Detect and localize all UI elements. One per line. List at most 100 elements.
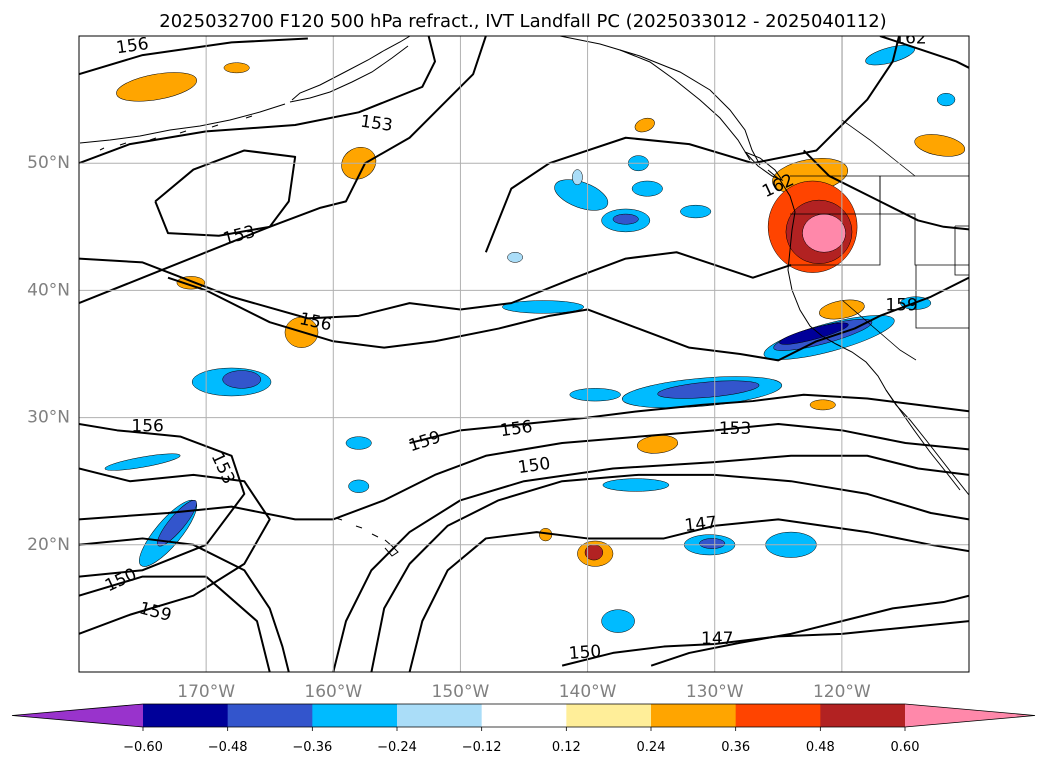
y-tick-label: 30°N — [27, 408, 70, 428]
contour-line-159 — [79, 467, 271, 635]
coastline-hawaii — [335, 517, 399, 557]
x-tick-label: 130°W — [686, 682, 744, 702]
contour-layer — [79, 36, 969, 672]
coastline-north-america — [767, 169, 969, 496]
contour-label: 162 — [894, 29, 926, 49]
chart-title: 2025032700 F120 500 hPa refract., IVT La… — [159, 11, 886, 32]
x-tick-label: 150°W — [432, 682, 490, 702]
shaded-region — [657, 380, 760, 399]
x-tick-label: 160°W — [304, 682, 362, 702]
coastline-southeast-alaska — [559, 36, 761, 166]
coastline-alaska-south — [289, 45, 409, 103]
coastline-aleutians — [79, 103, 286, 144]
shaded-region — [914, 134, 966, 157]
colorbar-tick-label: 0.48 — [806, 740, 835, 755]
colorbar-tick-label: −0.36 — [292, 740, 332, 755]
shaded-region — [104, 453, 181, 471]
coastline-baja — [885, 389, 961, 491]
contour-line-150 — [370, 473, 969, 672]
x-tick-label: 170°W — [177, 682, 235, 702]
shaded-region — [176, 276, 206, 290]
shaded-region — [502, 300, 585, 314]
colorbar-segment — [651, 704, 737, 727]
contour-line-150 — [561, 620, 969, 667]
contour-label: 150 — [568, 642, 602, 664]
shaded-region — [348, 479, 370, 493]
x-tick-label: 140°W — [559, 682, 617, 702]
colorbar-tick-label: −0.12 — [462, 740, 502, 755]
bc-alberta-border — [841, 119, 916, 177]
colorbar-tick-label: −0.24 — [377, 740, 417, 755]
shaded-region — [634, 117, 655, 133]
shaded-region — [345, 436, 372, 450]
contour-label: 150 — [517, 454, 552, 478]
colorbar-segment — [566, 704, 652, 727]
shaded-region — [572, 169, 583, 186]
contour-label: 159 — [885, 296, 917, 316]
shaded-region — [223, 62, 250, 74]
colorbar-extend-max — [905, 704, 1035, 727]
colorbar-segment — [735, 704, 821, 727]
coastline-vancouver-island — [744, 151, 784, 182]
shaded-region — [569, 388, 621, 402]
contour-label: 147 — [684, 513, 718, 536]
x-axis-ticks: 170°W 160°W 150°W 140°W 130°W 120°W — [177, 682, 871, 702]
contour-label: 147 — [701, 629, 733, 649]
contour-line-153 — [79, 537, 290, 672]
shaded-region — [680, 204, 712, 219]
colorbar-tick-label: 0.36 — [721, 740, 750, 755]
contour-line-153 — [332, 454, 969, 672]
coastline-southeast-alaska-inner — [619, 49, 751, 161]
colorbar-tick-label: −0.48 — [208, 740, 248, 755]
utah-border — [915, 265, 969, 329]
y-tick-label: 50°N — [27, 153, 70, 173]
coastline-aleutians-islands — [99, 115, 253, 151]
coastline-alaska — [291, 36, 411, 101]
colorbar-segment — [481, 704, 567, 727]
shaded-region — [802, 213, 846, 253]
contour-line-153 — [79, 36, 436, 165]
contour-label: 153 — [719, 419, 751, 439]
contour-line-159 — [167, 276, 969, 362]
contour-line-153 — [484, 36, 901, 253]
colorbar-segment — [312, 704, 398, 727]
shaded-region — [222, 370, 262, 389]
contour-line-153 — [79, 36, 487, 305]
shaded-region — [936, 92, 956, 107]
y-tick-label: 20°N — [27, 535, 70, 555]
coastline-layer — [79, 36, 969, 557]
contour-line-162 — [803, 149, 969, 231]
shaded-region — [601, 609, 635, 633]
shaded-region — [631, 180, 663, 197]
colorbar-tick-label: 0.12 — [552, 740, 581, 755]
gridlines — [79, 36, 969, 672]
shaded-region — [699, 538, 726, 549]
map-frame — [78, 35, 970, 673]
contour-line-156 — [79, 37, 308, 76]
shaded-region — [602, 478, 670, 492]
contour-line-147 — [650, 594, 969, 667]
contour-line-156 — [79, 422, 246, 578]
contour-line-156 — [79, 422, 969, 521]
contour-label: 153 — [359, 112, 394, 136]
shaded-region — [809, 399, 836, 411]
colorbar-segment — [143, 704, 229, 727]
shaded-region — [612, 213, 639, 225]
contour-label: 156 — [499, 417, 534, 441]
contour-label: 156 — [131, 417, 163, 437]
x-tick-label: 120°W — [813, 682, 871, 702]
colorbar-tick-label: −0.60 — [123, 740, 163, 755]
shaded-region — [116, 72, 197, 102]
colorbar: −0.60 −0.48 −0.36 −0.24 −0.12 0.12 0.24 0.36 0.4… — [11, 703, 1036, 755]
y-axis-ticks: 20°N 30°N 40°N 50°N — [27, 153, 70, 555]
contour-label: 156 — [115, 34, 150, 58]
contour-line-147 — [408, 518, 969, 672]
contour-line-162 — [879, 36, 969, 69]
contour-line-156 — [79, 251, 792, 320]
shaded-region — [554, 179, 609, 211]
colorbar-segment — [820, 704, 906, 727]
colorbar-tick-label: 0.60 — [891, 740, 920, 755]
colorbar-tick-label: 0.24 — [637, 740, 666, 755]
